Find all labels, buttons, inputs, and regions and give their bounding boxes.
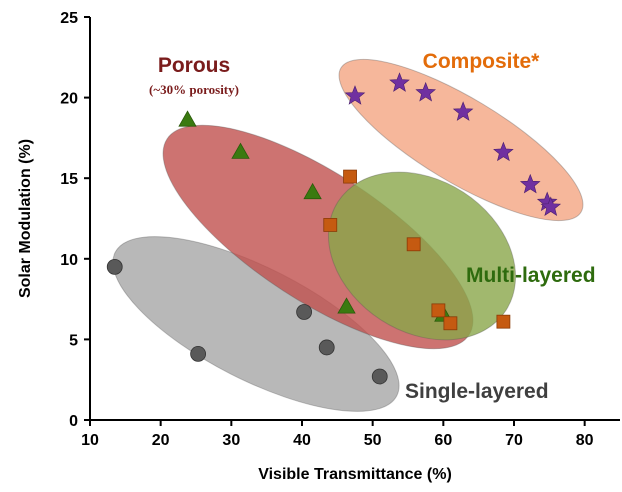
axes: [89, 17, 620, 421]
series-label-multi-layered: Multi-layered: [466, 264, 596, 287]
series-label-composite: Composite*: [423, 50, 541, 73]
point-composite: [415, 81, 436, 102]
point-porous: [337, 297, 356, 314]
region-multi-layered: [327, 171, 517, 341]
point-composite: [519, 173, 541, 194]
point-composite: [389, 72, 410, 92]
y-tick-label: 5: [69, 332, 78, 349]
y-tick-label: 0: [69, 413, 78, 430]
point-composite: [493, 141, 514, 162]
series-sublabel-porous: (~30% porosity): [149, 82, 239, 97]
point-porous: [178, 110, 197, 127]
y-axis-ticks: 0 5 10 15 20 25: [60, 10, 90, 430]
point-multi-layered: [343, 169, 357, 184]
point-single-layered: [296, 304, 313, 320]
x-tick-label: 70: [505, 432, 523, 449]
y-tick-label: 10: [60, 252, 78, 269]
point-single-layered: [318, 339, 335, 356]
point-composite: [452, 101, 474, 121]
point-composite: [344, 85, 366, 105]
group-labels: Single-layered Porous (~30% porosity) Multi…: [149, 50, 596, 403]
point-multi-layered: [443, 316, 458, 331]
x-axis-title: Visible Transmittance (%): [258, 466, 452, 483]
point-single-layered: [190, 346, 207, 362]
point-single-layered: [371, 368, 388, 385]
point-porous: [303, 182, 322, 200]
y-tick-label: 25: [60, 10, 78, 27]
y-tick-label: 15: [60, 171, 78, 188]
point-multi-layered: [431, 303, 446, 318]
x-tick-label: 50: [364, 432, 382, 449]
x-axis-ticks: 10 20 30 40 50 60 70 80: [81, 420, 594, 449]
x-tick-label: 40: [293, 432, 311, 449]
point-multi-layered: [496, 314, 511, 329]
series-label-single-layered: Single-layered: [405, 380, 549, 403]
y-tick-label: 20: [60, 91, 78, 108]
x-tick-label: 60: [434, 432, 452, 449]
point-composite: [540, 196, 562, 216]
point-single-layered: [106, 258, 123, 275]
point-multi-layered: [323, 218, 338, 232]
point-multi-layered: [406, 237, 421, 252]
point-porous: [231, 142, 250, 159]
region-composite: [338, 58, 584, 222]
x-tick-label: 30: [222, 432, 240, 449]
series-label-porous: Porous: [158, 54, 230, 77]
x-tick-label: 80: [576, 432, 594, 449]
data-points: [106, 72, 562, 385]
x-tick-label: 20: [152, 432, 170, 449]
x-tick-label: 10: [81, 432, 99, 449]
y-axis-title: Solar Modulation (%): [17, 139, 34, 298]
group-regions: [112, 58, 584, 412]
